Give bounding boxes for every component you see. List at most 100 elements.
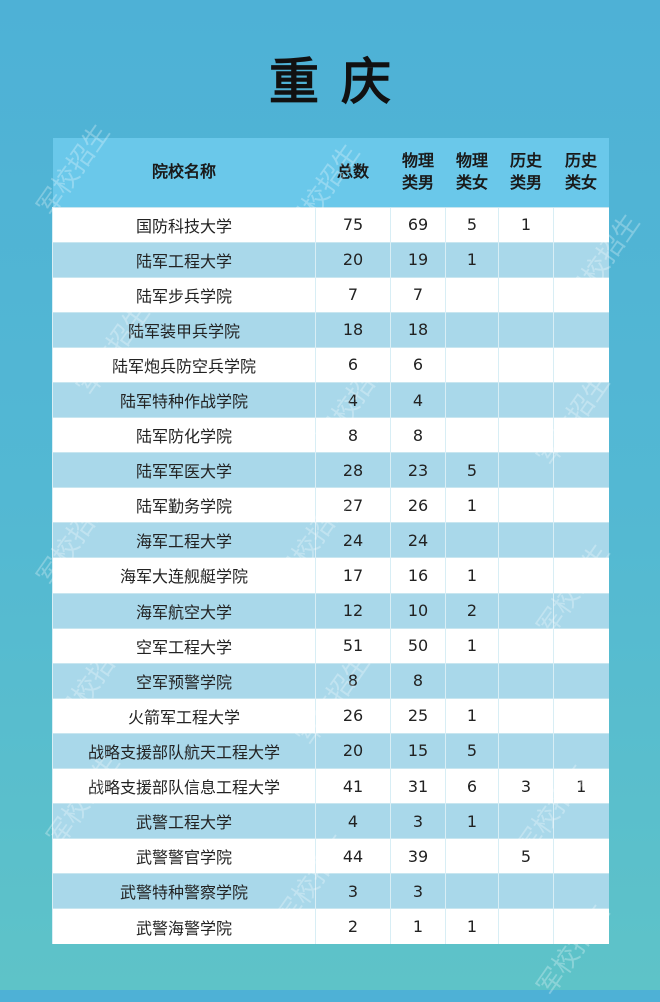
cell-school-name: 武警工程大学 (52, 803, 316, 839)
cell-history-male (498, 697, 554, 734)
table-row: 战略支援部队信息工程大学 41 31 6 3 1 (52, 767, 609, 804)
cell-physics-male: 26 (390, 487, 446, 523)
cell-physics-female: 1 (445, 241, 499, 278)
cell-physics-female (445, 381, 499, 418)
cell-total: 27 (315, 487, 391, 523)
cell-total: 8 (315, 417, 391, 453)
table-row: 武警工程大学 4 3 1 (52, 803, 609, 839)
cell-total: 6 (315, 346, 391, 383)
table-row: 武警海警学院 2 1 1 (52, 908, 609, 944)
cell-physics-male: 7 (390, 276, 446, 313)
cell-school-name: 武警警官学院 (52, 838, 316, 874)
cell-physics-male: 15 (390, 732, 446, 769)
cell-school-name: 国防科技大学 (52, 206, 316, 243)
cell-history-female (553, 803, 609, 839)
table-row: 陆军防化学院 8 8 (52, 417, 609, 453)
cell-history-male (498, 592, 554, 629)
header-school: 院校名称 (52, 138, 316, 207)
cell-physics-male: 50 (390, 627, 446, 664)
cell-physics-female (445, 276, 499, 313)
cell-history-female (553, 276, 609, 313)
cell-physics-female: 1 (445, 908, 499, 944)
cell-physics-male: 18 (390, 311, 446, 348)
table-row: 陆军炮兵防空兵学院 6 6 (52, 346, 609, 383)
cell-history-female (553, 697, 609, 734)
cell-history-female (553, 522, 609, 558)
cell-history-male: 1 (498, 206, 554, 243)
header-history-male-label: 历史类男 (509, 151, 542, 193)
cell-physics-female: 2 (445, 592, 499, 629)
cell-history-male (498, 557, 554, 594)
cell-history-male (498, 908, 554, 944)
cell-school-name: 海军航空大学 (52, 592, 316, 629)
table-row: 武警警官学院 44 39 5 (52, 838, 609, 874)
cell-school-name: 陆军军医大学 (52, 452, 316, 488)
cell-physics-female: 1 (445, 697, 499, 734)
cell-school-name: 空军预警学院 (52, 662, 316, 699)
cell-physics-female (445, 346, 499, 383)
cell-history-male (498, 732, 554, 769)
cell-total: 8 (315, 662, 391, 699)
cell-physics-male: 3 (390, 873, 446, 909)
cell-history-female (553, 557, 609, 594)
cell-history-female (553, 873, 609, 909)
cell-school-name: 战略支援部队航天工程大学 (52, 732, 316, 769)
cell-school-name: 陆军步兵学院 (52, 276, 316, 313)
cell-history-female (553, 838, 609, 874)
cell-history-male: 5 (498, 838, 554, 874)
cell-total: 7 (315, 276, 391, 313)
header-physics-female: 物理类女 (445, 138, 499, 207)
cell-physics-male: 8 (390, 417, 446, 453)
table-row: 海军航空大学 12 10 2 (52, 592, 609, 629)
cell-history-female (553, 487, 609, 523)
cell-school-name: 火箭军工程大学 (52, 697, 316, 734)
header-history-male: 历史类男 (498, 138, 554, 207)
header-physics-male-label: 物理类男 (401, 151, 434, 193)
cell-history-male (498, 487, 554, 523)
cell-physics-female (445, 662, 499, 699)
cell-physics-female: 1 (445, 557, 499, 594)
cell-school-name: 海军工程大学 (52, 522, 316, 558)
cell-history-male (498, 662, 554, 699)
cell-history-male (498, 873, 554, 909)
cell-total: 51 (315, 627, 391, 664)
cell-total: 4 (315, 803, 391, 839)
table-row: 陆军步兵学院 7 7 (52, 276, 609, 313)
cell-physics-female (445, 873, 499, 909)
cell-physics-female: 5 (445, 732, 499, 769)
cell-total: 20 (315, 732, 391, 769)
page-title: 重庆 (269, 53, 413, 111)
cell-history-male (498, 627, 554, 664)
cell-history-female (553, 346, 609, 383)
table-row: 陆军工程大学 20 19 1 (52, 241, 609, 278)
cell-physics-male: 8 (390, 662, 446, 699)
table-row: 武警特种警察学院 3 3 (52, 873, 609, 909)
cell-physics-male: 24 (390, 522, 446, 558)
cell-history-female (553, 241, 609, 278)
cell-history-female (553, 908, 609, 944)
table-row: 陆军勤务学院 27 26 1 (52, 487, 609, 523)
cell-physics-male: 23 (390, 452, 446, 488)
cell-history-female: 1 (553, 767, 609, 804)
cell-history-male (498, 381, 554, 418)
cell-total: 44 (315, 838, 391, 874)
cell-school-name: 空军工程大学 (52, 627, 316, 664)
cell-physics-male: 6 (390, 346, 446, 383)
cell-history-male: 3 (498, 767, 554, 804)
cell-physics-male: 1 (390, 908, 446, 944)
cell-history-female (553, 627, 609, 664)
cell-history-female (553, 206, 609, 243)
cell-physics-female: 6 (445, 767, 499, 804)
cell-school-name: 陆军工程大学 (52, 241, 316, 278)
cell-physics-female: 1 (445, 627, 499, 664)
cell-physics-female: 1 (445, 803, 499, 839)
table-row: 火箭军工程大学 26 25 1 (52, 697, 609, 734)
cell-physics-female: 5 (445, 452, 499, 488)
cell-school-name: 海军大连舰艇学院 (52, 557, 316, 594)
cell-physics-female: 5 (445, 206, 499, 243)
cell-history-female (553, 381, 609, 418)
cell-total: 24 (315, 522, 391, 558)
cell-history-female (553, 732, 609, 769)
cell-history-female (553, 452, 609, 488)
cell-history-male (498, 452, 554, 488)
